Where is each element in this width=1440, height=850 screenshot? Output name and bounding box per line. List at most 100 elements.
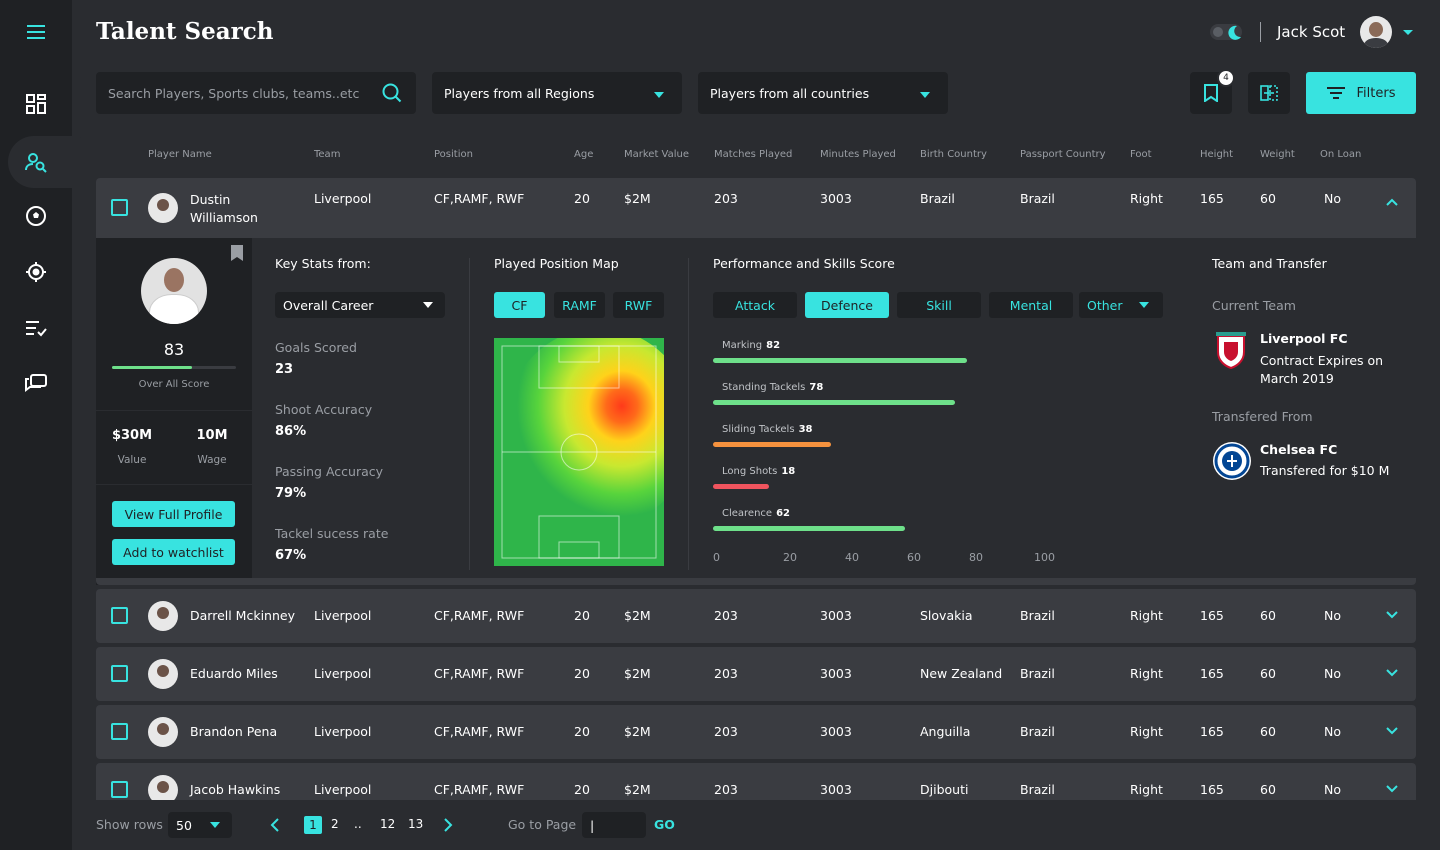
- row-checkbox[interactable]: [111, 199, 128, 216]
- matches-played: 203: [714, 724, 738, 739]
- search-input[interactable]: Search Players, Sports clubs, teams..etc: [96, 72, 416, 114]
- row-checkbox[interactable]: [111, 781, 128, 798]
- page-1[interactable]: 1: [304, 816, 322, 834]
- player-name[interactable]: Jacob Hawkins: [190, 782, 281, 797]
- user-name[interactable]: Jack Scot: [1277, 23, 1346, 41]
- region-select[interactable]: Players from all Regions: [432, 72, 682, 114]
- chevron-down-icon: [423, 302, 433, 308]
- search-icon[interactable]: [382, 83, 402, 103]
- player-name[interactable]: Dustin Williamson: [190, 192, 258, 225]
- row-checkbox[interactable]: [111, 723, 128, 740]
- skill-name: Clearence: [722, 508, 773, 519]
- chevron-down-icon[interactable]: [1386, 725, 1398, 737]
- country-select-value: Players from all countries: [710, 85, 870, 101]
- height: 165: [1200, 782, 1224, 797]
- on-loan: No: [1324, 666, 1341, 681]
- position-tab-rwf[interactable]: RWF: [613, 292, 664, 318]
- key-stats-select[interactable]: Overall Career: [275, 292, 445, 318]
- stat-value-goals: 23: [275, 362, 294, 377]
- view-full-profile-button[interactable]: View Full Profile: [112, 501, 235, 527]
- height: 165: [1200, 608, 1224, 623]
- table-row[interactable]: Jacob Hawkins Liverpool CF,RAMF, RWF 20 …: [96, 763, 1416, 805]
- row-checkbox[interactable]: [111, 665, 128, 682]
- sidebar-active-indicator: [8, 136, 98, 188]
- chevron-down-icon[interactable]: [1403, 30, 1413, 35]
- skill-bar: [713, 484, 769, 489]
- chevron-down-icon[interactable]: [1386, 667, 1398, 679]
- skill-tab-other[interactable]: Other: [1079, 292, 1163, 318]
- skill-tab-mental[interactable]: Mental: [989, 292, 1073, 318]
- header-on-loan[interactable]: On Loan: [1320, 149, 1362, 160]
- skill-name: Marking: [722, 340, 763, 351]
- birth-country: Slovakia: [920, 608, 973, 623]
- skill-value: 78: [809, 382, 824, 393]
- stat-value-tackle-rate: 67%: [275, 548, 307, 563]
- header-player-name[interactable]: Player Name: [148, 149, 212, 160]
- birth-country: Djibouti: [920, 782, 969, 797]
- header-market-value[interactable]: Market Value: [624, 149, 690, 160]
- checklist-icon[interactable]: [17, 309, 55, 347]
- overall-score: 83: [163, 340, 185, 359]
- team: Liverpool: [314, 666, 372, 681]
- messages-icon[interactable]: [17, 365, 55, 403]
- prev-page-icon[interactable]: [270, 818, 280, 832]
- skill-tab-attack[interactable]: Attack: [713, 292, 797, 318]
- player-name[interactable]: Eduardo Miles: [190, 666, 278, 681]
- passport-country: Brazil: [1020, 724, 1055, 739]
- theme-toggle[interactable]: [1210, 24, 1242, 40]
- table-row[interactable]: Darrell Mckinney Liverpool CF,RAMF, RWF …: [96, 589, 1416, 643]
- table-row[interactable]: Dustin Williamson Liverpool CF,RAMF, RWF…: [96, 178, 1416, 238]
- header-minutes-played[interactable]: Minutes Played: [820, 149, 896, 160]
- table-row[interactable]: Eduardo Miles Liverpool CF,RAMF, RWF 20 …: [96, 647, 1416, 701]
- header-height[interactable]: Height: [1200, 149, 1234, 160]
- page-2[interactable]: 2: [331, 817, 339, 831]
- header-matches-played[interactable]: Matches Played: [714, 149, 793, 160]
- skill-label: Clearence 62: [722, 508, 790, 519]
- filters-button[interactable]: Filters: [1306, 72, 1416, 114]
- row-checkbox[interactable]: [111, 607, 128, 624]
- add-to-watchlist-button[interactable]: Add to watchlist: [112, 539, 235, 565]
- previous-team[interactable]: Chelsea FC: [1260, 442, 1338, 457]
- user-avatar[interactable]: [1360, 16, 1392, 48]
- menu-icon[interactable]: [17, 13, 55, 51]
- player-name[interactable]: Darrell Mckinney: [190, 608, 295, 623]
- height: 165: [1200, 191, 1224, 206]
- next-page-icon[interactable]: [443, 818, 453, 832]
- header-weight[interactable]: Weight: [1260, 149, 1295, 160]
- compare-button[interactable]: [1248, 72, 1290, 114]
- chevron-up-icon[interactable]: [1386, 196, 1398, 208]
- current-team[interactable]: Liverpool FC: [1260, 331, 1348, 346]
- chevron-down-icon[interactable]: [1386, 783, 1398, 795]
- header-passport-country[interactable]: Passport Country: [1020, 149, 1106, 160]
- skill-tab-skill[interactable]: Skill: [897, 292, 981, 318]
- table-row[interactable]: Brandon Pena Liverpool CF,RAMF, RWF 20 $…: [96, 705, 1416, 759]
- header-age[interactable]: Age: [574, 149, 594, 160]
- page-title: Talent Search: [96, 18, 274, 45]
- goto-page-input[interactable]: |: [582, 812, 646, 838]
- bookmark-icon: [1204, 84, 1218, 102]
- position-tab-ramf[interactable]: RAMF: [554, 292, 605, 318]
- minutes-played: 3003: [820, 608, 852, 623]
- header-position[interactable]: Position: [434, 149, 473, 160]
- weight: 60: [1260, 666, 1276, 681]
- country-select[interactable]: Players from all countries: [698, 72, 948, 114]
- rows-per-page-select[interactable]: 50: [168, 812, 232, 838]
- chevron-down-icon[interactable]: [1386, 609, 1398, 621]
- header-foot[interactable]: Foot: [1130, 149, 1152, 160]
- market-value: $2M: [624, 666, 651, 681]
- player-name[interactable]: Brandon Pena: [190, 724, 278, 739]
- talent-search-icon[interactable]: [17, 143, 55, 181]
- target-icon[interactable]: [17, 253, 55, 291]
- page-13[interactable]: 13: [408, 817, 424, 831]
- axis-tick: 60: [907, 551, 921, 564]
- go-button[interactable]: GO: [654, 817, 675, 832]
- chevron-down-icon: [1139, 302, 1149, 308]
- position-tab-cf[interactable]: CF: [494, 292, 545, 318]
- page-12[interactable]: 12: [380, 817, 396, 831]
- header-birth-country[interactable]: Birth Country: [920, 149, 987, 160]
- football-icon[interactable]: [17, 197, 55, 235]
- skill-tab-defence[interactable]: Defence: [805, 292, 889, 318]
- bookmark-icon[interactable]: [231, 245, 243, 261]
- dashboard-icon[interactable]: [17, 85, 55, 123]
- header-team[interactable]: Team: [314, 149, 341, 160]
